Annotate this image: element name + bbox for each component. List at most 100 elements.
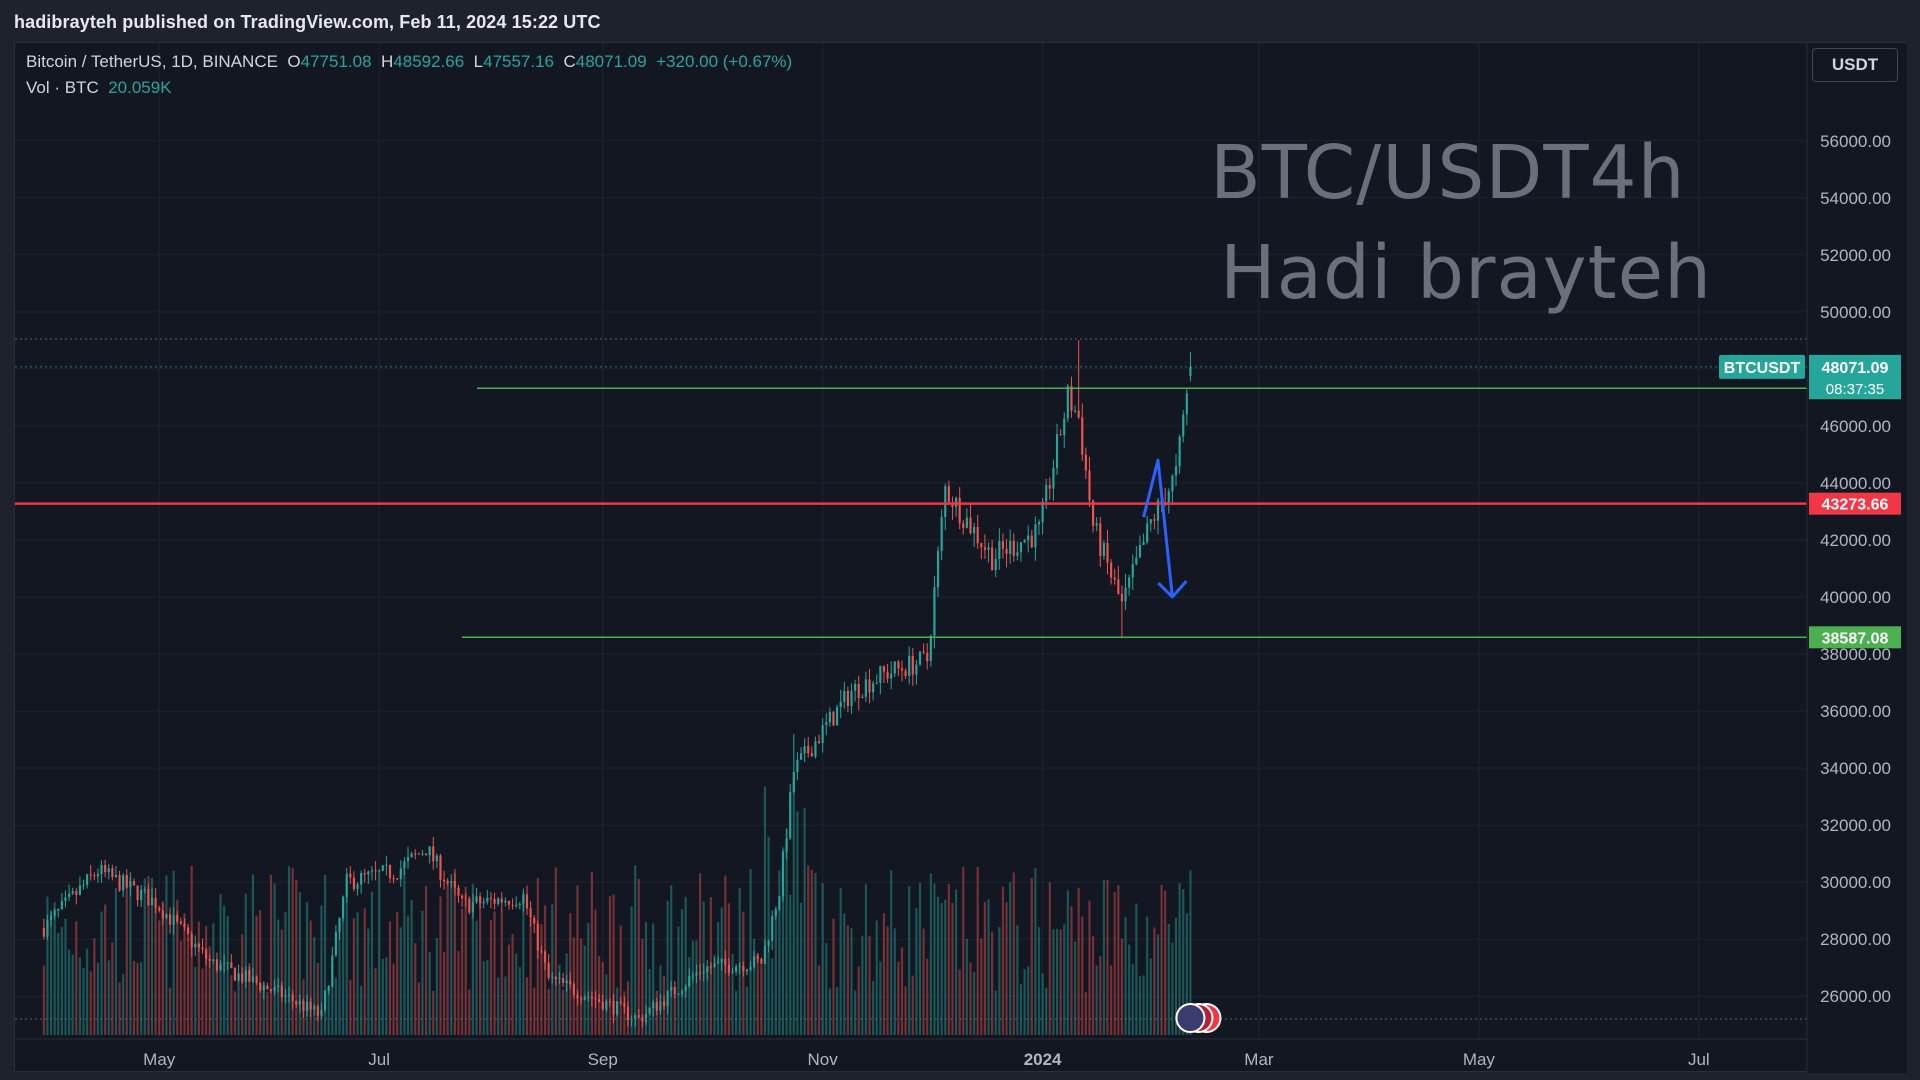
volume-bar bbox=[897, 961, 900, 1035]
candle-body bbox=[68, 893, 71, 898]
candle-body bbox=[1073, 410, 1077, 412]
candle-body bbox=[493, 898, 496, 904]
candle-body bbox=[53, 910, 56, 916]
candle-body bbox=[850, 690, 853, 707]
volume-bar bbox=[277, 919, 280, 1035]
candle-body bbox=[1001, 541, 1005, 549]
volume-bar bbox=[1174, 917, 1178, 1035]
volume-bar bbox=[305, 901, 309, 1035]
volume-bar bbox=[565, 953, 568, 1035]
volume-bar bbox=[96, 962, 100, 1035]
candle-body bbox=[1128, 577, 1131, 588]
candle-body bbox=[781, 851, 785, 897]
candle-body bbox=[554, 976, 557, 980]
ohlc-legend: Bitcoin / TetherUS, 1D, BINANCE O47751.0… bbox=[26, 52, 792, 72]
volume-bar bbox=[1153, 927, 1156, 1035]
y-tick-label: 54000.00 bbox=[1820, 189, 1891, 208]
candle-body bbox=[825, 722, 828, 726]
candle-body bbox=[324, 990, 327, 1010]
volume-bar bbox=[212, 923, 215, 1035]
candle-body bbox=[396, 878, 399, 880]
volume-bar bbox=[78, 957, 81, 1035]
volume-bar bbox=[464, 886, 467, 1035]
candle-body bbox=[1059, 434, 1062, 436]
y-tick-label: 40000.00 bbox=[1820, 588, 1891, 607]
candle-body bbox=[634, 1015, 637, 1019]
candle-body bbox=[1019, 542, 1023, 553]
volume-bar bbox=[122, 974, 125, 1035]
volume-bar bbox=[1149, 958, 1152, 1035]
candle-body bbox=[320, 1009, 323, 1016]
volume-bar bbox=[973, 972, 976, 1035]
candle-body bbox=[219, 964, 222, 971]
volume-bar bbox=[543, 905, 547, 1035]
chart-pane[interactable]: 56000.0054000.0052000.0050000.0048000.00… bbox=[14, 42, 1907, 1073]
candle-body bbox=[388, 864, 392, 879]
candle-body bbox=[936, 550, 940, 588]
volume-bar bbox=[500, 910, 503, 1035]
volume-bar bbox=[161, 901, 164, 1035]
candle-body bbox=[1102, 543, 1105, 557]
price-chart[interactable]: 56000.0054000.0052000.0050000.0048000.00… bbox=[15, 43, 1907, 1073]
candle-body bbox=[280, 985, 283, 998]
volume-bar bbox=[583, 945, 586, 1035]
candle-body bbox=[969, 517, 972, 534]
candle-body bbox=[1045, 484, 1048, 502]
volume-bar bbox=[915, 908, 918, 1035]
candle-body bbox=[446, 881, 449, 883]
candle-body bbox=[432, 846, 435, 862]
volume-bar bbox=[104, 904, 107, 1035]
volume-bar bbox=[1063, 923, 1066, 1035]
volume-label[interactable]: Vol · BTC bbox=[26, 78, 99, 97]
volume-bar bbox=[576, 885, 579, 1035]
volume-bar bbox=[345, 893, 348, 1035]
volume-bar bbox=[403, 869, 406, 1035]
candle-body bbox=[778, 896, 781, 910]
candle-body bbox=[132, 881, 136, 886]
volume-bar bbox=[385, 957, 388, 1035]
candle-body bbox=[1167, 491, 1170, 505]
candle-body bbox=[558, 977, 561, 980]
candle-body bbox=[1138, 545, 1142, 558]
volume-bar bbox=[410, 899, 413, 1035]
candle-body bbox=[1174, 466, 1178, 476]
currency-button[interactable]: USDT bbox=[1812, 48, 1898, 82]
candle-body bbox=[186, 927, 190, 934]
volume-bar bbox=[1001, 886, 1005, 1035]
volume-bar bbox=[201, 968, 204, 1035]
candle-body bbox=[882, 665, 886, 672]
volume-bar bbox=[168, 987, 172, 1035]
candle-body bbox=[561, 977, 565, 984]
candle-body bbox=[302, 1000, 305, 1011]
volume-bar bbox=[1019, 983, 1023, 1035]
candle-body bbox=[464, 898, 467, 900]
candle-body bbox=[403, 861, 406, 869]
volume-bar bbox=[320, 905, 323, 1035]
candle-body bbox=[1030, 535, 1033, 548]
candle-body bbox=[828, 711, 831, 723]
candle-body bbox=[991, 547, 994, 571]
candle-body bbox=[374, 870, 377, 872]
volume-bar bbox=[507, 944, 511, 1035]
volume-bar bbox=[1030, 878, 1033, 1035]
high-label: H bbox=[381, 52, 394, 71]
volume-bar bbox=[962, 866, 965, 1035]
volume-bar bbox=[197, 921, 200, 1035]
candle-body bbox=[655, 1002, 658, 1011]
candle-body bbox=[933, 587, 936, 636]
candle-body bbox=[569, 980, 572, 985]
candle-body bbox=[619, 1001, 622, 1003]
candle-body bbox=[255, 976, 258, 984]
volume-bar bbox=[781, 847, 785, 1035]
candle-body bbox=[161, 910, 164, 919]
volume-bar bbox=[179, 940, 182, 1035]
candle-body bbox=[1055, 434, 1059, 468]
volume-bar bbox=[150, 877, 154, 1035]
volume-bar bbox=[360, 985, 363, 1035]
x-tick-label: 2024 bbox=[1024, 1050, 1062, 1069]
symbol-description[interactable]: Bitcoin / TetherUS, 1D, BINANCE bbox=[26, 52, 278, 71]
candle-body bbox=[796, 759, 799, 773]
current-price-label: 48071.09 bbox=[1822, 360, 1889, 377]
candle-body bbox=[720, 958, 723, 962]
candle-body bbox=[626, 1006, 630, 1021]
